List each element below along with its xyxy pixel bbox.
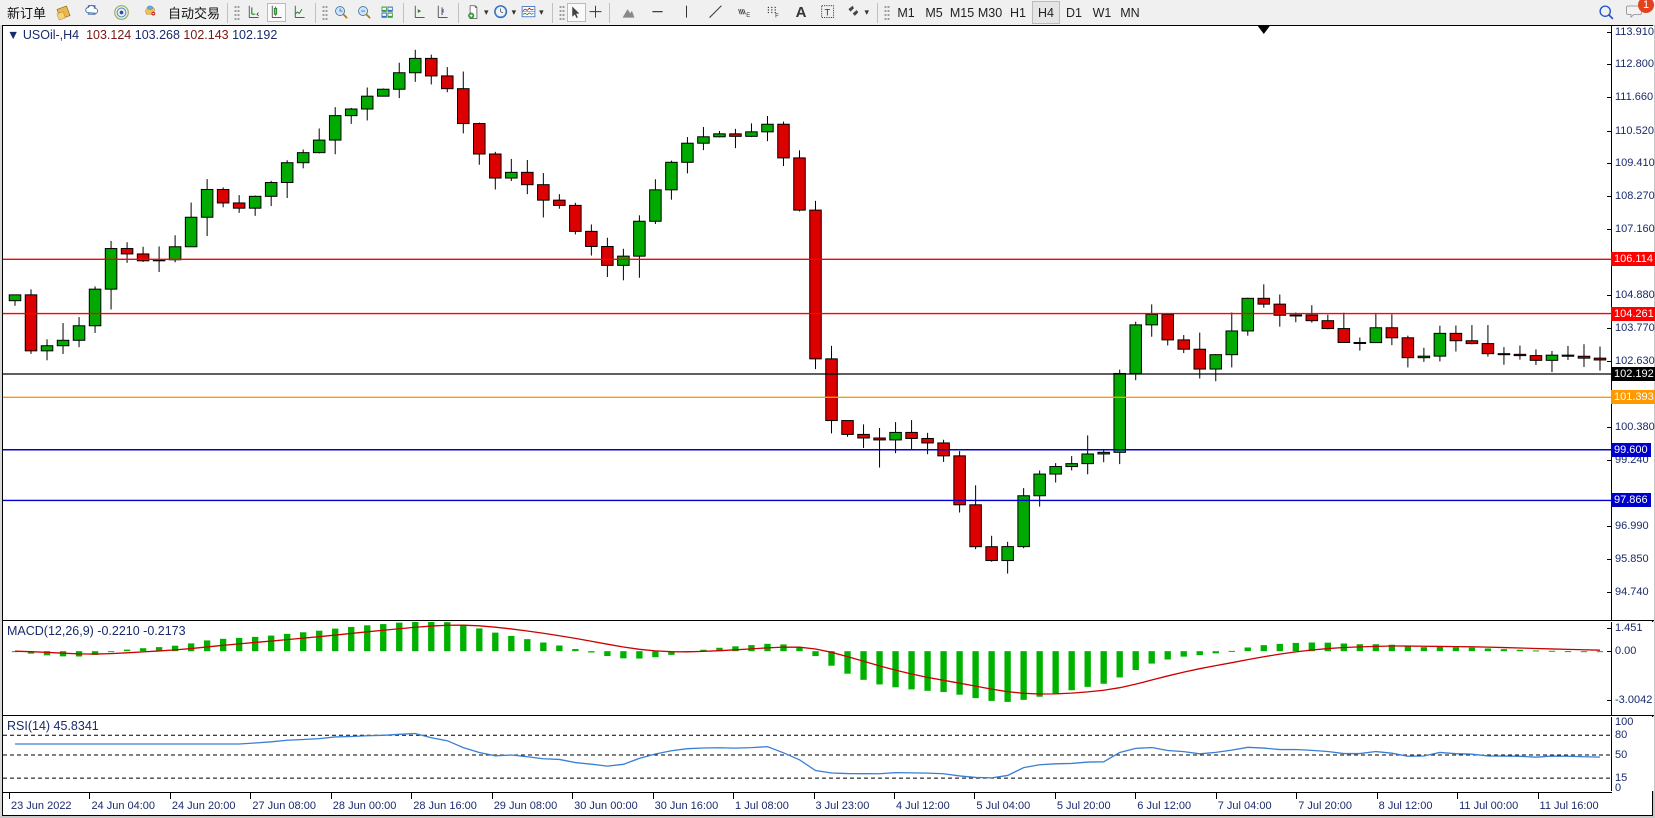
svg-text:E: E bbox=[746, 13, 750, 19]
svg-text:F: F bbox=[775, 14, 779, 20]
svg-text:T: T bbox=[825, 7, 831, 17]
